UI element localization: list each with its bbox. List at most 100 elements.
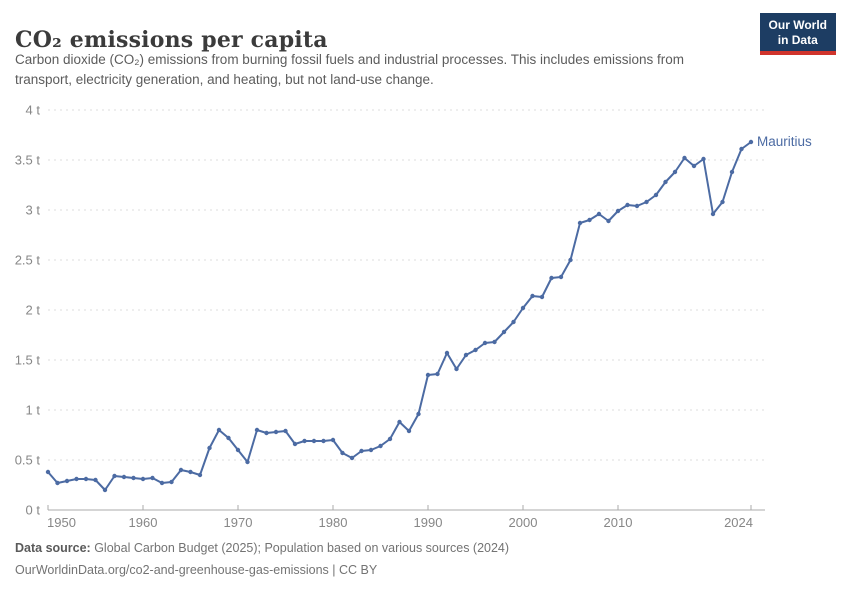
x-tick-label: 2010 xyxy=(604,515,633,530)
data-point[interactable] xyxy=(672,169,678,175)
data-point[interactable] xyxy=(131,475,136,481)
y-tick-label: 3.5 t xyxy=(15,153,41,168)
data-point[interactable] xyxy=(235,447,241,453)
data-point[interactable] xyxy=(406,428,412,434)
y-tick-label: 0 t xyxy=(26,503,41,518)
data-point[interactable] xyxy=(226,435,231,441)
data-point[interactable] xyxy=(748,139,754,145)
chart-subtitle: Carbon dioxide (CO₂) emissions from burn… xyxy=(15,52,685,88)
citation-link[interactable]: OurWorldinData.org/co2-and-greenhouse-ga… xyxy=(15,563,378,577)
data-point[interactable] xyxy=(102,487,108,493)
data-point[interactable] xyxy=(710,211,716,217)
data-point[interactable] xyxy=(64,478,70,484)
data-point[interactable] xyxy=(558,274,564,280)
entity-label-mauritius[interactable]: Mauritius xyxy=(757,134,812,149)
owid-logo-line2: in Data xyxy=(777,33,818,47)
data-point[interactable] xyxy=(197,472,203,478)
data-point[interactable] xyxy=(492,339,497,345)
data-point[interactable] xyxy=(140,476,146,482)
data-point[interactable] xyxy=(349,455,355,461)
data-point[interactable] xyxy=(539,294,545,300)
data-point[interactable] xyxy=(435,371,440,377)
owid-logo-line1: Our World xyxy=(768,18,827,32)
data-point[interactable] xyxy=(112,473,117,479)
data-point[interactable] xyxy=(691,163,697,169)
data-point[interactable] xyxy=(273,429,279,435)
data-point[interactable] xyxy=(606,218,611,224)
data-point[interactable] xyxy=(511,319,516,325)
data-point[interactable] xyxy=(188,469,193,475)
data-point[interactable] xyxy=(634,203,640,209)
y-tick-label: 1 t xyxy=(26,403,41,418)
data-point[interactable] xyxy=(121,474,127,480)
data-point[interactable] xyxy=(45,469,51,475)
data-point[interactable] xyxy=(701,156,706,162)
data-point[interactable] xyxy=(292,441,298,447)
x-tick-label: 2024 xyxy=(724,515,753,530)
data-point[interactable] xyxy=(216,427,222,433)
data-point[interactable] xyxy=(739,146,744,152)
data-point[interactable] xyxy=(682,155,687,161)
data-point[interactable] xyxy=(663,179,668,185)
data-point[interactable] xyxy=(473,347,478,353)
data-point[interactable] xyxy=(159,480,165,486)
x-tick-label: 1990 xyxy=(414,515,443,530)
data-point[interactable] xyxy=(178,467,184,473)
data-point[interactable] xyxy=(74,476,79,482)
data-point[interactable] xyxy=(454,366,459,372)
data-point[interactable] xyxy=(378,443,383,449)
x-tick-label: 1980 xyxy=(319,515,348,530)
data-point[interactable] xyxy=(482,340,488,346)
data-point[interactable] xyxy=(55,480,60,486)
data-point[interactable] xyxy=(644,199,649,205)
data-point[interactable] xyxy=(245,459,250,465)
data-source-label: Data source: xyxy=(15,541,91,555)
data-point[interactable] xyxy=(501,329,507,335)
data-line-mauritius[interactable] xyxy=(47,141,752,491)
data-point[interactable] xyxy=(387,436,393,442)
data-point[interactable] xyxy=(207,445,212,451)
data-point[interactable] xyxy=(283,428,288,434)
data-point[interactable] xyxy=(577,220,583,226)
page-title: CO₂ emissions per capita xyxy=(15,26,328,53)
data-point[interactable] xyxy=(330,437,336,443)
data-point[interactable] xyxy=(150,475,155,481)
data-source-text: Global Carbon Budget (2025); Population … xyxy=(90,541,510,555)
y-tick-label: 3 t xyxy=(26,203,41,218)
data-point[interactable] xyxy=(264,430,269,436)
data-point[interactable] xyxy=(302,438,307,444)
data-point[interactable] xyxy=(463,352,469,358)
data-point[interactable] xyxy=(625,202,630,208)
data-point[interactable] xyxy=(397,419,402,425)
x-tick-label: 1960 xyxy=(129,515,158,530)
data-point[interactable] xyxy=(596,211,602,217)
data-point[interactable] xyxy=(653,192,659,198)
data-point[interactable] xyxy=(720,199,725,205)
data-point[interactable] xyxy=(416,411,421,417)
data-point[interactable] xyxy=(340,450,345,456)
data-point[interactable] xyxy=(615,208,621,214)
data-point[interactable] xyxy=(359,448,364,454)
data-point[interactable] xyxy=(549,275,554,281)
data-point[interactable] xyxy=(729,169,735,175)
data-point[interactable] xyxy=(321,438,326,444)
data-point[interactable] xyxy=(587,217,592,223)
data-point[interactable] xyxy=(93,477,98,483)
data-point[interactable] xyxy=(169,479,174,485)
data-source-line: Data source: Global Carbon Budget (2025)… xyxy=(15,541,509,555)
y-tick-label: 1.5 t xyxy=(15,353,41,368)
x-tick-label: 1950 xyxy=(47,515,76,530)
data-point[interactable] xyxy=(83,476,89,482)
data-point[interactable] xyxy=(520,305,526,311)
owid-logo[interactable]: Our World in Data xyxy=(759,13,836,55)
data-point[interactable] xyxy=(530,293,535,299)
y-tick-label: 4 t xyxy=(26,103,41,118)
data-point[interactable] xyxy=(425,372,431,378)
data-point[interactable] xyxy=(254,427,260,433)
data-point[interactable] xyxy=(444,350,450,356)
data-point[interactable] xyxy=(568,257,573,263)
data-point[interactable] xyxy=(311,438,317,444)
data-point[interactable] xyxy=(368,447,374,453)
